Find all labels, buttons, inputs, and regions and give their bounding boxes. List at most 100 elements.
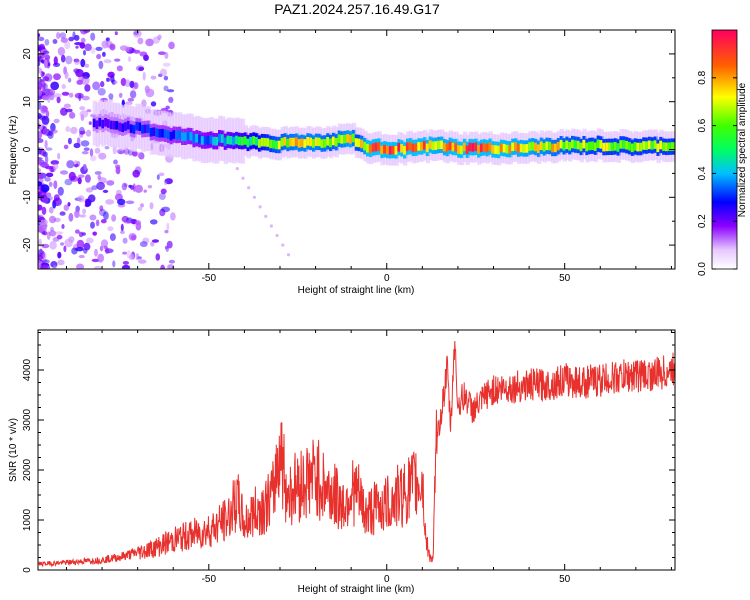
spectrogram-ridge-cell <box>605 142 610 152</box>
spectrogram-noise-blob <box>81 232 86 236</box>
spectrogram-noise-blob <box>64 40 71 50</box>
spectrogram-noise-blob <box>99 205 104 212</box>
spectrogram-noise-blob <box>68 212 74 222</box>
spectrogram-noise-blob <box>68 112 76 119</box>
spectrogram-noise-blob <box>56 234 63 240</box>
spectrogram-ridge-cell <box>545 141 550 151</box>
spectrogram-noise-blob <box>155 253 161 261</box>
spectrogram-noise-blob <box>158 192 166 200</box>
spectrogram-noise-blob <box>90 32 96 41</box>
spectrogram-noise-blob <box>121 264 131 269</box>
spectrogram-ridge-cell <box>474 142 479 152</box>
spectrogram-ridge-cell <box>502 143 508 153</box>
spectrogram-ridge-cell <box>166 130 172 139</box>
spectrogram-ridge-cell <box>118 122 123 132</box>
spectrogram-noise-blob <box>106 77 110 82</box>
spectrogram-noise-blob <box>113 159 118 165</box>
spectrogram-ridge-cell <box>371 143 377 152</box>
spectrogram-noise-blob <box>95 46 103 52</box>
spectrogram-noise-blob <box>114 80 118 84</box>
spectrogram-noise-blob <box>76 263 85 269</box>
spectrogram-ridge-cell <box>414 143 419 152</box>
spectrogram-noise-blob <box>164 181 168 186</box>
spectrogram-noise-blob <box>38 138 44 144</box>
spectrogram-ridge-cell <box>440 140 445 150</box>
spectrogram-ridge-cell <box>588 141 593 151</box>
spectrogram-noise-blob <box>90 47 96 54</box>
spectrogram-noise-blob <box>76 79 83 85</box>
spectrogram-noise-blob <box>138 66 145 71</box>
spectrogram-ridge-cell <box>508 144 513 154</box>
spectrogram-noise-blob <box>124 46 133 52</box>
spectrogram-noise-blob <box>135 220 142 226</box>
spectrogram-ridge-cell <box>591 141 596 150</box>
x-tick-label: 50 <box>559 273 571 284</box>
spectrogram-noise-blob <box>98 152 107 160</box>
spectrogram-noise-blob <box>57 259 65 266</box>
spectrogram-ridge-cell <box>454 142 459 152</box>
y-tick-label: 4000 <box>22 358 33 381</box>
spectrogram-ridge-cell <box>195 133 200 143</box>
spectrogram-noise-blob <box>49 206 54 214</box>
spectrogram-noise-blob <box>50 160 60 165</box>
spectrogram-ridge-cell <box>237 136 243 146</box>
spectrogram-noise-blob <box>78 214 87 218</box>
spectrogram-noise-blob <box>64 178 73 186</box>
spectrogram-noise-blob <box>168 259 175 264</box>
spectrogram-noise-blob <box>45 172 54 178</box>
spectrogram-ridge-cell <box>445 143 451 153</box>
spectrogram-noise-blob <box>107 226 114 232</box>
spectrogram-ridge-cell <box>178 130 183 139</box>
y-tick-label: 0 <box>22 146 33 152</box>
spectrogram-ridge-cell <box>616 143 621 152</box>
spectrogram-noise-blob <box>137 259 147 264</box>
spectrogram-noise-blob <box>75 247 84 252</box>
spectrogram-ridge-cell <box>394 146 399 155</box>
spectrogram-noise-blob <box>49 230 57 237</box>
spectrogram-noise-blob <box>157 34 162 40</box>
snr-frame <box>37 329 676 571</box>
spectrogram-noise-blob <box>118 92 123 98</box>
spectrogram-noise-blob <box>128 184 132 188</box>
spectrogram-noise-blob <box>166 240 173 249</box>
spectrogram-noise-blob <box>167 89 175 93</box>
spectrogram-ridge-cell <box>408 141 414 151</box>
spectrogram-noise-blob <box>63 103 71 109</box>
spectrogram-noise-blob <box>42 127 48 136</box>
spectrogram-ridge-cell <box>642 141 647 150</box>
spectrogram-noise-blob <box>104 146 110 150</box>
spectrogram-noise-blob <box>81 95 90 101</box>
spectrogram-noise-blob <box>38 168 42 173</box>
spectrogram-noise-blob <box>57 186 64 196</box>
spectrogram-noise-blob <box>43 59 48 69</box>
snr-xlabel: Height of straight line (km) <box>298 584 415 595</box>
spectrogram-noise-blob <box>61 84 66 89</box>
spectrogram-noise-blob <box>67 137 72 145</box>
spectrogram-noise-blob <box>38 191 43 197</box>
spectrogram-noise-blob <box>144 85 150 93</box>
spectrogram-ridge-cell <box>192 134 197 144</box>
spectrogram-noise-blob <box>123 219 133 224</box>
spectrogram-noise-blob <box>77 195 85 203</box>
spectrogram-ridge-cell <box>403 146 408 155</box>
spectrogram-ridge-cell <box>539 141 545 150</box>
spectrogram-noise-blob <box>152 239 159 243</box>
spectrogram-ridge-cell <box>277 140 283 150</box>
spectrogram-ridge-cell <box>497 145 502 155</box>
spectrogram-noise-blob <box>63 245 67 252</box>
spectrogram-ridge-cell <box>633 142 639 151</box>
spectrogram-ridge-cell <box>101 119 106 129</box>
spectrogram-noise-blob <box>92 81 101 91</box>
spectrogram-ridge-cell <box>115 121 120 130</box>
spectrogram-ridge-cell <box>274 140 280 150</box>
x-tick-label: 0 <box>384 273 390 284</box>
spectrogram-noise-blob <box>275 233 279 238</box>
spectrogram-ridge-cell <box>405 142 411 152</box>
spectrogram-noise-blob <box>98 60 104 70</box>
spectrogram-ridge-cell <box>386 145 391 155</box>
spectrogram-xlabel: Height of straight line (km) <box>298 285 415 296</box>
spectrogram-ridge-cell <box>135 121 140 131</box>
spectrogram-noise-blob <box>121 182 128 191</box>
spectrogram-noise-blob <box>61 91 70 96</box>
